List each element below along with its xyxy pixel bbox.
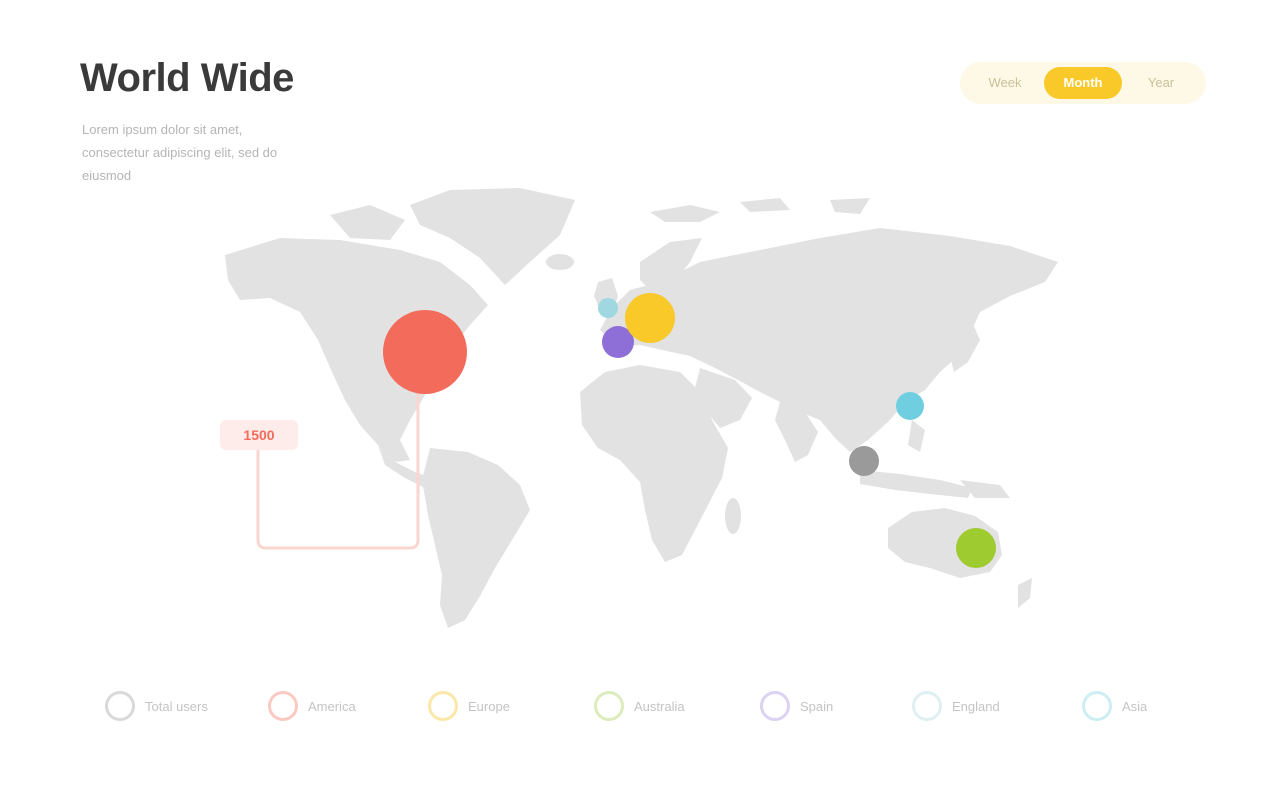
madagascar-shape — [725, 498, 741, 534]
page-subtitle: Lorem ipsum dolor sit amet, consectetur … — [82, 122, 278, 183]
indonesia-shape — [860, 470, 972, 498]
new-zealand-shape — [1018, 578, 1032, 608]
marker-south-east-asia[interactable] — [849, 446, 879, 476]
iceland-shape — [546, 254, 574, 270]
legend-item-england[interactable]: England — [912, 688, 1000, 724]
marker-australia[interactable] — [956, 528, 996, 568]
arabia-shape — [695, 368, 752, 428]
marker-western-europe[interactable] — [625, 293, 675, 343]
philippines-shape — [908, 420, 925, 452]
legend-dot — [428, 691, 458, 721]
tab-year[interactable]: Year — [1147, 75, 1175, 90]
legend-label: England — [952, 698, 1000, 714]
africa-shape — [580, 365, 728, 562]
legend-label: Spain — [800, 698, 834, 714]
legend-label: Asia — [1122, 698, 1148, 714]
legend-item-australia[interactable]: Australia — [594, 688, 685, 724]
period-tabs: Week Month Year — [960, 62, 1206, 104]
north-america-shape — [225, 238, 488, 462]
japan-shape — [950, 322, 980, 372]
marker-uk[interactable] — [598, 298, 618, 318]
india-shape — [775, 402, 818, 462]
tab-week[interactable]: Week — [988, 75, 1022, 90]
legend-label: Australia — [634, 698, 685, 714]
arctic-islands-shape — [330, 205, 405, 240]
legend-item-asia[interactable]: Asia — [1082, 688, 1147, 724]
eurasia-shape — [600, 228, 1058, 452]
legend-item-spain[interactable]: Spain — [760, 688, 833, 724]
continents — [225, 188, 1058, 628]
arctic-russia-shape — [650, 198, 870, 222]
legend-dot — [105, 691, 135, 721]
callout-connector — [256, 390, 420, 550]
marker-north-america[interactable] — [383, 310, 467, 394]
legend-dot — [1082, 691, 1112, 721]
callout-label: 1500 — [220, 420, 298, 450]
legend-item-total-users[interactable]: Total users — [105, 688, 208, 724]
legend-dot — [760, 691, 790, 721]
legend-item-europe[interactable]: Europe — [428, 688, 510, 724]
scandinavia-shape — [640, 238, 702, 292]
marker-east-asia[interactable] — [896, 392, 924, 420]
legend-dot — [912, 691, 942, 721]
marker-iberia[interactable] — [602, 326, 634, 358]
south-america-shape — [422, 448, 530, 628]
new-guinea-shape — [960, 480, 1010, 498]
legend-label: Europe — [468, 698, 510, 714]
legend-label: America — [308, 698, 356, 714]
page-title: World Wide — [80, 56, 294, 100]
legend-label: Total users — [145, 698, 208, 714]
tab-month[interactable]: Month — [1044, 67, 1122, 99]
legend: Total users America Europe Australia Spa… — [0, 688, 1280, 724]
legend-dot — [268, 691, 298, 721]
legend-item-america[interactable]: America — [268, 688, 356, 724]
legend-dot — [594, 691, 624, 721]
greenland-shape — [410, 188, 575, 285]
